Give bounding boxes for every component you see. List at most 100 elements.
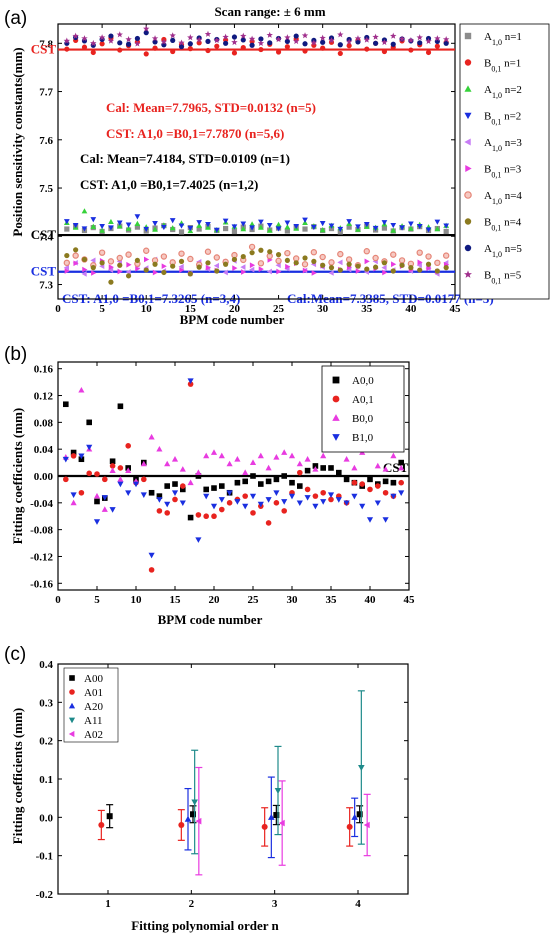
panel-a-point: [64, 226, 70, 232]
panel-b-point: [398, 479, 405, 486]
panel-a-point: [249, 250, 255, 256]
panel-a-point: [266, 227, 273, 233]
panel-a-point: [64, 268, 70, 274]
panel-c-point: [106, 813, 113, 820]
panel-c-point: [261, 823, 268, 830]
panel-a-point: [417, 40, 423, 46]
panel-b-point: [273, 476, 280, 483]
panel-b-point: [367, 486, 373, 493]
panel-b-point: [203, 486, 209, 493]
panel-b-point: [101, 495, 108, 501]
panel-b-point: [195, 537, 202, 543]
panel-a-point: [152, 226, 158, 232]
panel-b-point: [273, 490, 280, 496]
panel-b-xtick-label: 20: [209, 594, 221, 606]
panel-a-point: [63, 264, 70, 271]
panel-b-point: [398, 464, 405, 471]
panel-b-xtick-label: 45: [404, 594, 416, 606]
panel-a-point: [143, 247, 150, 254]
panel-a-point: [231, 224, 238, 230]
panel-b-point: [203, 513, 209, 520]
panel-a-point: [152, 39, 158, 45]
panel-b-cst-label: CST: [383, 460, 409, 475]
panel-b-point: [179, 466, 186, 472]
panel-a-point: [373, 264, 379, 270]
panel-b-point: [312, 493, 319, 499]
panel-b-point: [109, 467, 116, 474]
panel-a-point: [178, 229, 185, 235]
panel-b-point: [187, 514, 194, 521]
panel-b-point: [374, 462, 381, 469]
panel-b-ytick-label: 0.16: [34, 364, 54, 376]
panel-a-point: [346, 43, 352, 49]
panel-b-point: [211, 485, 217, 491]
panel-a-legend-label: B0,1 n=4: [484, 217, 522, 233]
panel-a-point: [425, 227, 432, 233]
panel-a-point: [196, 264, 202, 270]
panel-a-point: [240, 45, 246, 51]
panel-c-ytick-label: -0.1: [36, 851, 53, 863]
panel-b-point: [210, 503, 218, 510]
panel-b-point: [70, 499, 77, 506]
panel-a-point: [434, 43, 440, 49]
panel-a-point: [204, 248, 212, 255]
panel-a-point: [151, 35, 159, 42]
panel-b-point: [187, 381, 194, 387]
panel-a-point: [275, 221, 282, 227]
panel-b-point: [296, 460, 303, 467]
panel-a-point: [399, 262, 405, 268]
panel-a-point: [416, 249, 423, 256]
panel-a-point: [179, 267, 185, 273]
panel-a-point: [99, 223, 105, 230]
panel-b-point: [390, 493, 397, 500]
panel-a-note-3: Cal: Mean=7.4184, STD=0.0109 (n=1): [80, 151, 290, 166]
panel-a-point: [284, 228, 290, 234]
panel-a-point: [381, 220, 388, 226]
panel-b-xtick-label: 40: [365, 594, 377, 606]
panel-c-xtick-label: 1: [105, 898, 111, 910]
panel-a-point: [125, 273, 132, 279]
panel-a-point: [187, 255, 194, 263]
panel-a-cst-label: CST: [31, 42, 57, 57]
panel-b-point: [156, 493, 163, 499]
panel-b-point: [312, 503, 319, 510]
panel-c-point: [274, 787, 282, 794]
panel-b-point: [164, 510, 170, 516]
panel-a-point: [417, 267, 423, 273]
panel-c-legend-label: A02: [84, 729, 103, 741]
panel-a-point: [73, 260, 79, 267]
panel-b-point: [140, 460, 147, 467]
panel-a-point: [381, 260, 388, 266]
panel-a-point: [425, 253, 432, 260]
panel-c-legend-label: A00: [84, 673, 103, 685]
panel-b-point: [250, 510, 256, 516]
panel-a-point: [125, 222, 132, 228]
panel-a-point: [258, 46, 264, 53]
panel-a-point: [125, 225, 132, 231]
panel-a-point: [223, 261, 229, 267]
panel-a-point: [363, 248, 370, 255]
panel-a-point: [407, 37, 415, 44]
panel-a-point: [143, 226, 150, 233]
panel-a-point: [390, 251, 397, 258]
panel-a-point: [337, 226, 344, 233]
panel-a-point: [240, 264, 246, 271]
panel-a-legend-label: A1,0 n=5: [484, 243, 522, 259]
panel-b-point: [86, 470, 92, 477]
panel-a-point: [98, 249, 106, 256]
panel-c-point: [98, 822, 105, 828]
panel-b-point: [203, 452, 210, 459]
panel-a-point: [381, 48, 388, 55]
panel-a-legend-marker: [464, 85, 472, 92]
panel-a-point: [72, 32, 79, 39]
panel-a-point: [99, 227, 105, 233]
panel-a-point: [257, 39, 265, 47]
panel-a-point: [196, 220, 203, 226]
panel-a-point: [152, 261, 158, 267]
panel-b-point: [132, 481, 140, 488]
panel-c-point: [178, 822, 185, 828]
panel-a-point: [125, 36, 132, 43]
panel-b-point: [359, 503, 366, 510]
panel-a-point: [285, 263, 291, 270]
panel-b-point: [265, 464, 272, 471]
